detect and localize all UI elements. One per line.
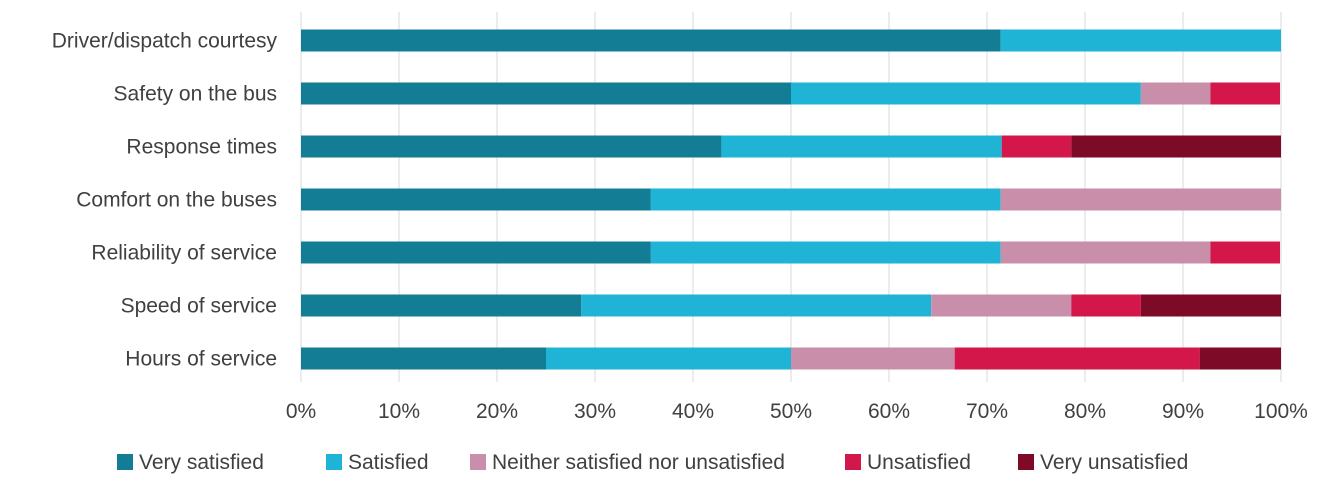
x-tick-label-10: 10% <box>378 400 420 423</box>
bar-driver-dispatch-courtesy-satisfied <box>1000 29 1281 52</box>
legend-label-neither-satisfied-nor-unsatisfied: Neither satisfied nor unsatisfied <box>492 451 785 474</box>
bar-safety-on-the-bus-unsatisfied <box>1210 82 1281 105</box>
x-tick-label-40: 40% <box>672 400 714 423</box>
bar-response-times-unsatisfied <box>1001 135 1072 158</box>
x-tick-label-100: 100% <box>1254 400 1308 423</box>
category-label-driver-dispatch-courtesy: Driver/dispatch courtesy <box>52 30 278 53</box>
legend-label-satisfied: Satisfied <box>348 451 429 474</box>
x-axis-tick-labels: 0% 10% 20% 30% 40% 50% 60% 70% 80% 90% 100% <box>286 400 1308 423</box>
x-tick-label-60: 60% <box>868 400 910 423</box>
legend-swatch-very-satisfied <box>117 454 133 470</box>
bar-speed-of-service-satisfied <box>581 294 932 317</box>
bar-reliability-of-service-very-satisfied <box>301 241 651 264</box>
bar-reliability-of-service-neither-satisfied-nor-unsatisfied <box>1000 241 1211 264</box>
x-tick-label-80: 80% <box>1064 400 1106 423</box>
bar-comfort-on-the-buses-neither-satisfied-nor-unsatisfied <box>1000 188 1281 211</box>
bars <box>301 29 1281 370</box>
bar-hours-of-service-unsatisfied <box>954 347 1200 370</box>
category-labels: Driver/dispatch courtesy Safety on the bu… <box>52 30 278 371</box>
x-tick-label-0: 0% <box>286 400 316 423</box>
bar-speed-of-service-neither-satisfied-nor-unsatisfied <box>931 294 1072 317</box>
bar-comfort-on-the-buses-satisfied <box>650 188 1001 211</box>
bar-speed-of-service-very-unsatisfied <box>1140 294 1281 317</box>
legend-swatch-unsatisfied <box>845 454 861 470</box>
category-label-speed-of-service: Speed of service <box>121 295 277 318</box>
legend-swatch-very-unsatisfied <box>1018 454 1034 470</box>
bar-speed-of-service-very-satisfied <box>301 294 582 317</box>
legend-label-unsatisfied: Unsatisfied <box>867 451 971 474</box>
bar-hours-of-service-very-satisfied <box>301 347 546 370</box>
bar-safety-on-the-bus-very-satisfied <box>301 82 791 105</box>
bar-safety-on-the-bus-satisfied <box>791 82 1141 105</box>
bar-response-times-very-unsatisfied <box>1071 135 1281 158</box>
legend-label-very-satisfied: Very satisfied <box>139 451 264 474</box>
bar-speed-of-service-unsatisfied <box>1071 294 1141 317</box>
category-label-safety-on-the-bus: Safety on the bus <box>114 83 277 106</box>
category-label-comfort-on-the-buses: Comfort on the buses <box>76 189 277 212</box>
bar-response-times-satisfied <box>721 135 1002 158</box>
bar-driver-dispatch-courtesy-very-satisfied <box>301 29 1001 52</box>
legend-label-very-unsatisfied: Very unsatisfied <box>1040 451 1188 474</box>
legend-swatch-satisfied <box>326 454 342 470</box>
bar-reliability-of-service-unsatisfied <box>1210 241 1281 264</box>
x-tick-label-70: 70% <box>966 400 1008 423</box>
category-label-response-times: Response times <box>126 136 277 159</box>
bar-reliability-of-service-satisfied <box>650 241 1001 264</box>
category-label-reliability-of-service: Reliability of service <box>91 242 277 265</box>
x-tick-label-90: 90% <box>1162 400 1204 423</box>
category-label-hours-of-service: Hours of service <box>125 348 277 371</box>
bar-hours-of-service-very-unsatisfied <box>1199 347 1281 370</box>
x-tick-label-30: 30% <box>574 400 616 423</box>
bar-response-times-very-satisfied <box>301 135 722 158</box>
bar-safety-on-the-bus-neither-satisfied-nor-unsatisfied <box>1140 82 1211 105</box>
bar-hours-of-service-satisfied <box>546 347 791 370</box>
legend: Very satisfied Satisfied Neither satisfied… <box>117 451 1188 474</box>
x-tick-label-20: 20% <box>476 400 518 423</box>
bar-hours-of-service-neither-satisfied-nor-unsatisfied <box>791 347 955 370</box>
legend-swatch-neither-satisfied-nor-unsatisfied <box>470 454 486 470</box>
x-tick-label-50: 50% <box>770 400 812 423</box>
bar-comfort-on-the-buses-very-satisfied <box>301 188 651 211</box>
